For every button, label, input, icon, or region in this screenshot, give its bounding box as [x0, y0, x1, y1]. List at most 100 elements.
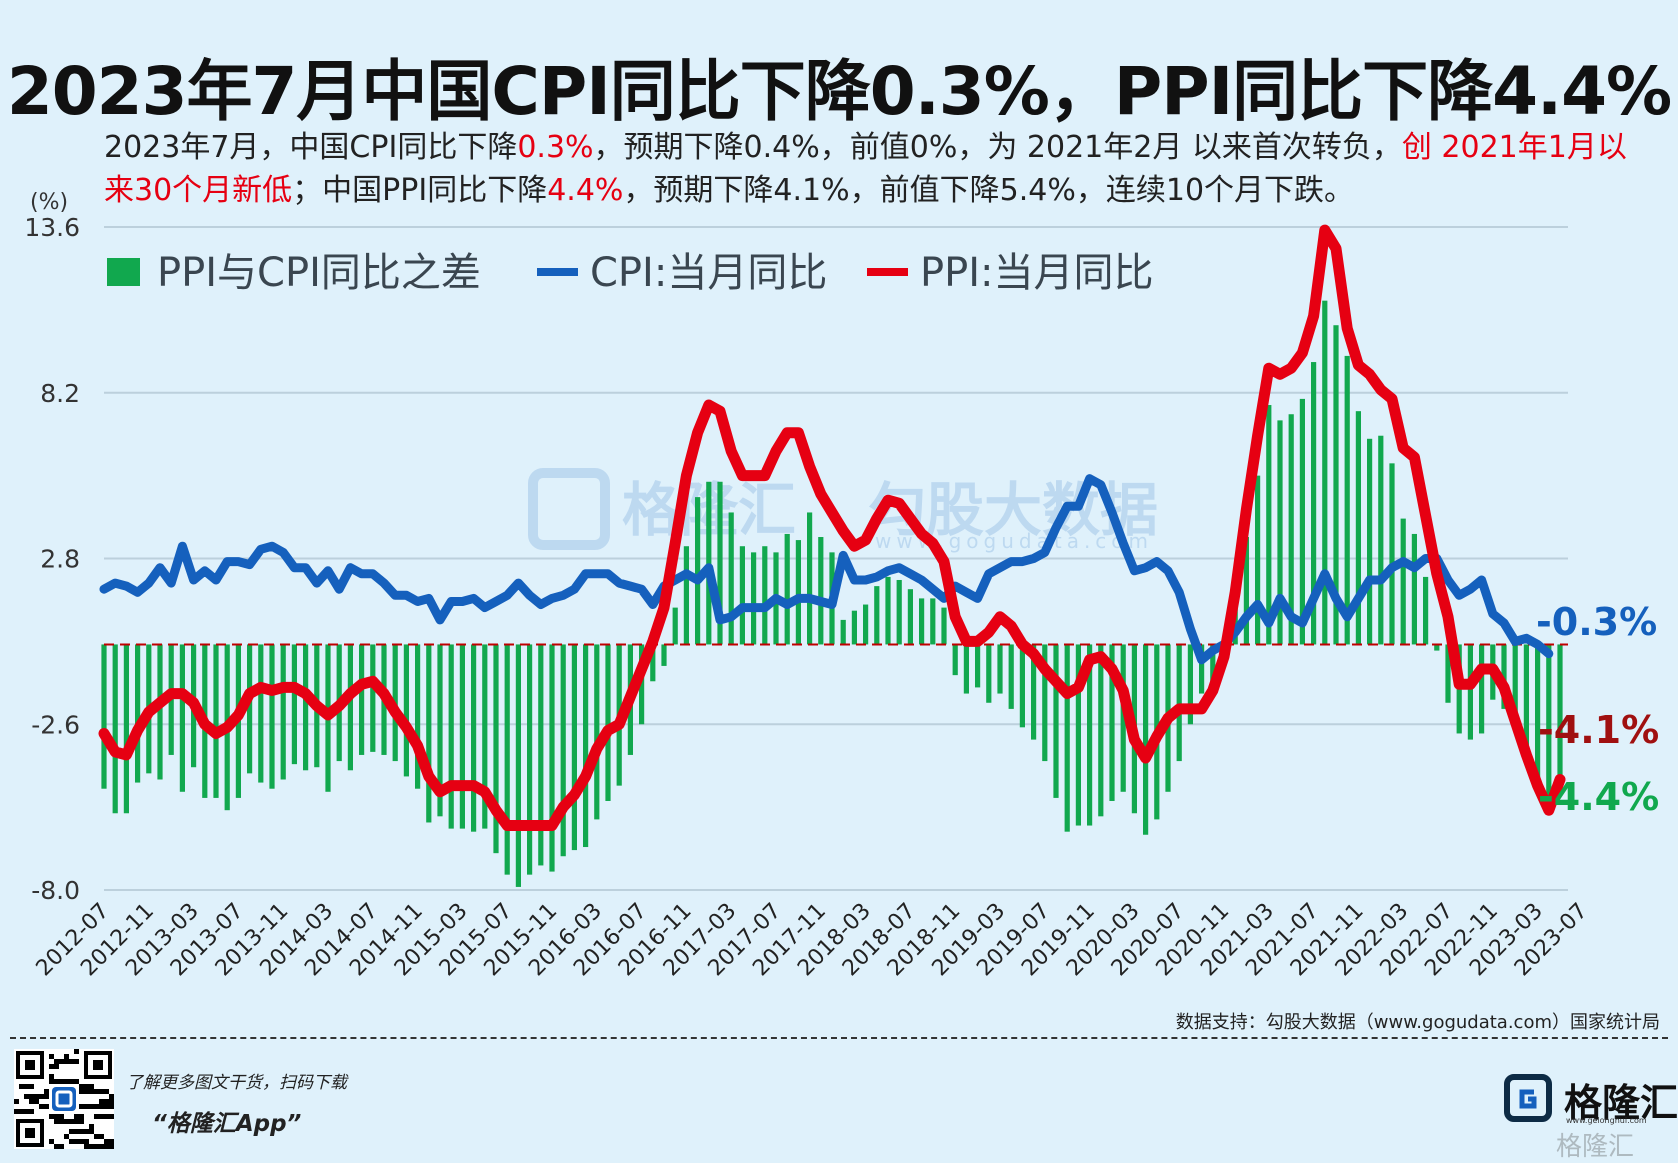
- diff-bar: [1042, 644, 1048, 762]
- diff-bar: [975, 644, 981, 688]
- diff-bar: [157, 644, 163, 780]
- qr-module: [49, 1079, 54, 1084]
- diff-bar: [1322, 300, 1328, 645]
- diff-bar: [179, 644, 185, 792]
- qr-module: [104, 1099, 109, 1104]
- qr-module: [64, 1054, 69, 1059]
- qr-module: [99, 1134, 104, 1139]
- diff-bar: [1411, 533, 1417, 645]
- diff-bar: [515, 644, 521, 887]
- qr-module: [64, 1119, 69, 1124]
- diff-bar: [717, 481, 723, 645]
- diff-bar: [303, 644, 309, 771]
- diff-bar: [907, 589, 913, 645]
- diff-bar: [359, 644, 365, 755]
- diff-bar: [280, 644, 286, 780]
- diff-bar: [1243, 537, 1249, 645]
- qr-module: [59, 1079, 64, 1084]
- diff-bar: [1535, 644, 1541, 786]
- diff-bar: [269, 644, 275, 789]
- qr-module: [34, 1099, 39, 1104]
- diff-bar: [1087, 644, 1093, 826]
- diff-bar: [1378, 435, 1384, 645]
- qr-module: [89, 1124, 94, 1129]
- diff-bar: [963, 644, 969, 694]
- cpi-value-highlight: 0.3%: [517, 130, 594, 165]
- qr-module: [109, 1139, 114, 1144]
- qr-module: [49, 1114, 54, 1119]
- diff-bar: [1467, 644, 1473, 740]
- diff-bar: [1355, 411, 1361, 645]
- diff-bar: [840, 619, 846, 645]
- summary-part: ；中国PPI同比下降: [292, 173, 548, 208]
- data-source: 数据支持：勾股大数据（www.gogudata.com）国家统计局: [1175, 1012, 1660, 1033]
- qr-module: [109, 1099, 114, 1104]
- legend-diff-swatch: [107, 258, 140, 286]
- diff-bar: [706, 481, 712, 645]
- qr-module: [89, 1104, 94, 1109]
- page-title: 2023年7月中国CPI同比下降0.3%，PPI同比下降4.4%: [6, 53, 1672, 130]
- ppi-end-label: -4.1%: [1538, 708, 1659, 752]
- diff-bar: [403, 644, 409, 777]
- diff-bar: [1311, 362, 1317, 645]
- qr-module: [64, 1134, 69, 1139]
- diff-bar: [851, 610, 857, 645]
- qr-module: [59, 1144, 64, 1149]
- qr-module: [54, 1144, 59, 1149]
- qr-module: [79, 1119, 84, 1124]
- ppi-value-highlight: 4.4%: [547, 173, 624, 208]
- diff-bar: [370, 644, 376, 752]
- qr-module: [24, 1094, 29, 1099]
- qr-module: [84, 1104, 89, 1109]
- diff-bar: [493, 644, 499, 854]
- qr-module: [74, 1129, 79, 1134]
- qr-module: [69, 1059, 74, 1064]
- qr-module: [44, 1094, 49, 1099]
- qr-module: [109, 1144, 114, 1149]
- qr-code-icon[interactable]: [14, 1049, 114, 1149]
- qr-module: [94, 1134, 99, 1139]
- diff-bar: [728, 512, 734, 645]
- qr-module: [14, 1109, 19, 1114]
- brand-url: www.gelonghui.com: [1566, 1116, 1647, 1125]
- y-tick-label: -2.6: [31, 710, 80, 739]
- diff-bar: [919, 598, 925, 645]
- qr-module: [69, 1129, 74, 1134]
- diff-bar: [896, 579, 902, 645]
- diff-bar: [1445, 644, 1451, 703]
- y-unit-label: (%): [30, 190, 68, 215]
- diff-bars: [101, 300, 1563, 887]
- qr-module: [99, 1114, 104, 1119]
- promo-text: 了解更多图文干货，扫码下载: [126, 1073, 347, 1093]
- diff-bar: [1479, 644, 1485, 734]
- qr-module: [24, 1084, 29, 1089]
- qr-module: [59, 1059, 64, 1064]
- qr-module: [109, 1114, 114, 1119]
- qr-module: [54, 1114, 59, 1119]
- diff-bar: [751, 552, 757, 645]
- qr-module: [99, 1144, 104, 1149]
- diff-bar: [863, 604, 869, 645]
- diff-bar: [1187, 644, 1193, 725]
- qr-module: [89, 1144, 94, 1149]
- end-labels: -0.3% -4.1% -4.4%: [1536, 600, 1659, 819]
- diff-bar: [784, 533, 790, 645]
- qr-module: [39, 1094, 44, 1099]
- y-tick-label: 2.8: [40, 545, 80, 574]
- qr-module: [59, 1114, 64, 1119]
- diff-bar: [739, 546, 745, 645]
- qr-module: [59, 1119, 64, 1124]
- qr-module: [49, 1074, 54, 1079]
- qr-module: [74, 1114, 79, 1119]
- diff-bar: [605, 644, 611, 801]
- diff-bar: [135, 644, 141, 783]
- diff-bar: [1299, 398, 1305, 645]
- qr-module: [84, 1139, 89, 1144]
- diff-bar: [639, 644, 645, 725]
- diff-bar: [885, 576, 891, 645]
- diff-bar: [672, 607, 678, 645]
- diff-bar: [1143, 644, 1149, 835]
- diff-bar: [101, 644, 107, 789]
- diff-bar: [538, 644, 544, 866]
- diff-bar: [1008, 644, 1014, 709]
